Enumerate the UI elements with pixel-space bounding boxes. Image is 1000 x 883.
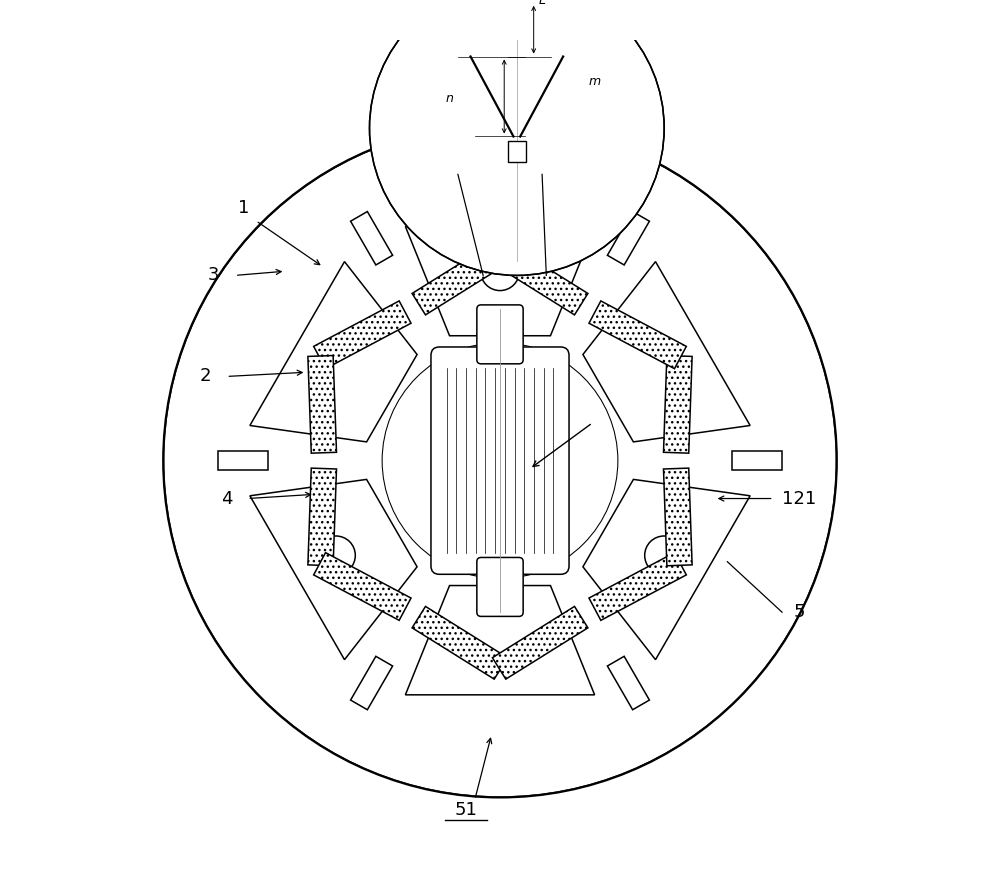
Polygon shape <box>412 242 508 315</box>
Polygon shape <box>218 451 268 471</box>
Circle shape <box>369 0 664 275</box>
Polygon shape <box>663 468 692 566</box>
Polygon shape <box>308 468 337 566</box>
Circle shape <box>317 536 355 575</box>
Polygon shape <box>405 585 595 695</box>
Polygon shape <box>405 226 595 336</box>
Polygon shape <box>250 479 417 660</box>
Polygon shape <box>492 242 588 315</box>
Text: 121: 121 <box>782 489 816 508</box>
FancyBboxPatch shape <box>431 347 569 574</box>
Text: L: L <box>539 0 546 7</box>
Text: m: m <box>588 75 601 88</box>
Polygon shape <box>663 356 692 453</box>
Circle shape <box>481 252 519 291</box>
Polygon shape <box>508 141 526 162</box>
Text: 4: 4 <box>221 489 232 508</box>
Polygon shape <box>607 212 649 265</box>
Polygon shape <box>583 261 750 442</box>
Polygon shape <box>351 656 393 710</box>
Text: 3: 3 <box>208 267 219 284</box>
FancyBboxPatch shape <box>477 557 523 616</box>
Polygon shape <box>412 607 508 679</box>
Polygon shape <box>607 656 649 710</box>
Circle shape <box>645 536 683 575</box>
Polygon shape <box>589 301 686 369</box>
Polygon shape <box>351 212 393 265</box>
Text: 51: 51 <box>455 801 478 819</box>
Polygon shape <box>308 356 337 453</box>
Polygon shape <box>314 553 411 621</box>
Polygon shape <box>583 479 750 660</box>
Text: 1: 1 <box>238 199 249 217</box>
Polygon shape <box>732 451 782 471</box>
Polygon shape <box>492 607 588 679</box>
Polygon shape <box>589 553 686 621</box>
Polygon shape <box>250 261 417 442</box>
FancyBboxPatch shape <box>477 305 523 364</box>
Text: n: n <box>446 92 454 105</box>
Polygon shape <box>314 301 411 369</box>
Circle shape <box>164 125 836 796</box>
Text: 5: 5 <box>793 603 805 622</box>
Text: 2: 2 <box>200 367 211 386</box>
